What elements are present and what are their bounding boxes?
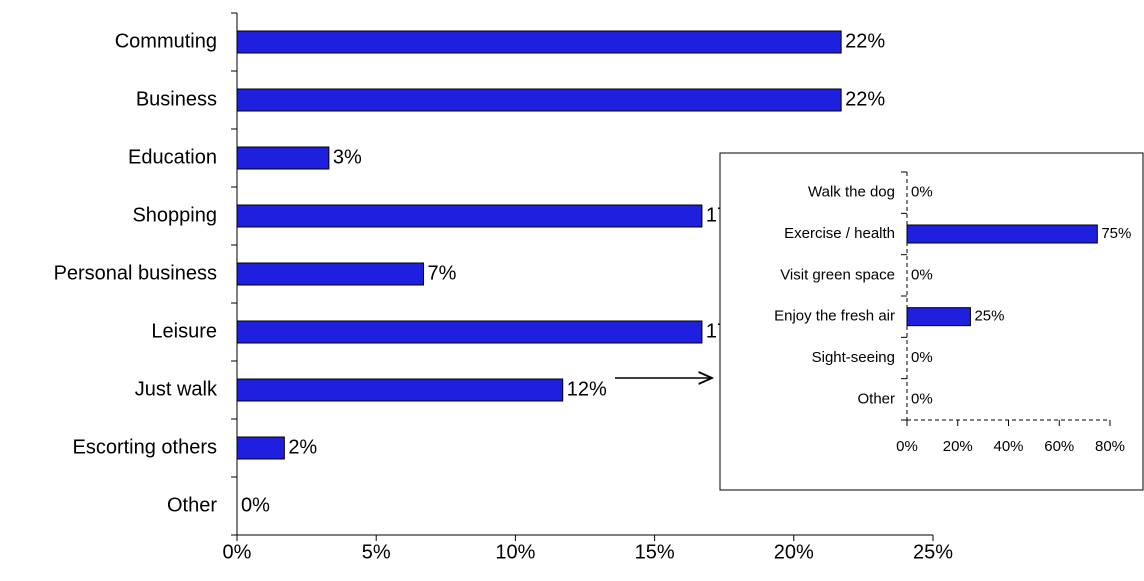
value-label: 0% (911, 349, 933, 366)
category-label: Personal business (54, 262, 217, 284)
x-tick-label: 15% (635, 541, 675, 563)
x-tick-label: 10% (495, 541, 535, 563)
value-label: 0% (911, 184, 933, 201)
x-tick-label: 20% (943, 438, 973, 455)
value-label: 25% (974, 308, 1004, 325)
x-tick-label: 60% (1044, 438, 1074, 455)
category-label: Commuting (115, 30, 217, 52)
bar (236, 436, 285, 460)
x-tick-label: 20% (774, 541, 814, 563)
value-label: 22% (845, 30, 885, 52)
category-label: Business (136, 88, 217, 110)
category-label: Other (857, 390, 895, 407)
category-label: Escorting others (72, 436, 217, 458)
bar (236, 88, 842, 112)
bar (236, 378, 564, 402)
value-label: 3% (333, 146, 362, 168)
category-label: Other (167, 494, 217, 516)
x-tick-label: 0% (896, 438, 918, 455)
value-label: 0% (241, 494, 270, 516)
bar (906, 224, 1098, 244)
bar (236, 204, 703, 228)
x-tick-label: 80% (1095, 438, 1125, 455)
x-tick-label: 0% (223, 541, 252, 563)
value-label: 0% (911, 266, 933, 283)
category-label: Visit green space (780, 266, 895, 283)
category-label: Walk the dog (808, 184, 895, 201)
category-label: Exercise / health (784, 225, 895, 242)
x-tick-label: 40% (993, 438, 1023, 455)
category-label: Shopping (132, 204, 217, 226)
bar (906, 307, 971, 327)
bar (236, 262, 425, 286)
bar (236, 30, 842, 54)
value-label: 12% (567, 378, 607, 400)
value-label: 2% (288, 436, 317, 458)
category-label: Enjoy the fresh air (774, 308, 895, 325)
value-label: 75% (1101, 225, 1131, 242)
bar (236, 146, 330, 170)
category-label: Just walk (135, 378, 218, 400)
x-tick-label: 25% (913, 541, 953, 563)
main-chart: 0% 5% 10% 15% 20% 25% Commuting 22% Business 22% E… (54, 12, 953, 563)
x-tick-label: 5% (362, 541, 391, 563)
value-label: 0% (911, 390, 933, 407)
value-label: 7% (428, 262, 457, 284)
category-label: Leisure (151, 320, 217, 342)
category-label: Sight-seeing (812, 349, 895, 366)
category-label: Education (128, 146, 217, 168)
value-label: 22% (845, 88, 885, 110)
bar (236, 320, 703, 344)
inset-chart: 0% 20% 40% 60% 80% Walk the dog 0% Exercise / h… (774, 171, 1131, 455)
